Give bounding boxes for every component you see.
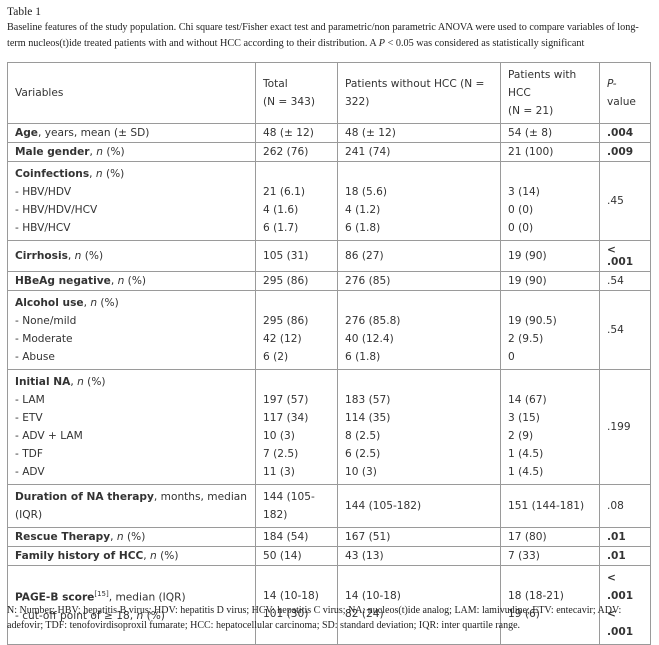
- cell-total: 21 (6.1) 4 (1.6) 6 (1.7): [255, 161, 338, 241]
- row-label-page-b-score: PAGE-B score[15], median (IQR) - cut-off…: [7, 565, 256, 645]
- cell-p-value: < .001 < .001: [599, 565, 651, 645]
- cell-total: 197 (57) 117 (34) 10 (3) 7 (2.5) 11 (3): [255, 369, 338, 485]
- cell-p-value: .45: [599, 161, 651, 241]
- table-title: Table 1: [7, 6, 42, 18]
- table-row: Family history of HCC, n (%) 50 (14) 43 …: [7, 546, 651, 566]
- cell-p-value: .004: [599, 123, 651, 143]
- table-caption: Table 1 Baseline features of the study p…: [7, 4, 655, 51]
- cell-without-hcc: 276 (85.8) 40 (12.4) 6 (1.8): [337, 290, 501, 370]
- table-row: Rescue Therapy, n (%) 184 (54) 167 (51) …: [7, 527, 651, 547]
- cell-without-hcc: 167 (51): [337, 527, 501, 547]
- cell-with-hcc: 19 (90): [500, 271, 600, 291]
- header-p-value: P-value: [599, 62, 651, 124]
- cell-p-value: .54: [599, 271, 651, 291]
- table-row: Age, years, mean (± SD) 48 (± 12) 48 (± …: [7, 123, 651, 143]
- cell-p-value: .009: [599, 142, 651, 162]
- cell-p-value: .01: [599, 546, 651, 566]
- row-label-rescue-therapy: Rescue Therapy, n (%): [7, 527, 256, 547]
- cell-total: 295 (86): [255, 271, 338, 291]
- cell-p-value: .199: [599, 369, 651, 485]
- cell-with-hcc: 18 (18-21) 19 (6): [500, 565, 600, 645]
- cell-with-hcc: 19 (90): [500, 240, 600, 272]
- cell-p-value: .01: [599, 527, 651, 547]
- row-label-alcohol-use: Alcohol use, n (%) - None/mild - Moderat…: [7, 290, 256, 370]
- baseline-features-table: Variables Total (N = 343) Patients withou…: [7, 62, 651, 645]
- cell-without-hcc: 241 (74): [337, 142, 501, 162]
- cell-total: 184 (54): [255, 527, 338, 547]
- cell-total: 105 (31): [255, 240, 338, 272]
- table-row: Initial NA, n (%) - LAM - ETV - ADV + LA…: [7, 369, 651, 485]
- header-with-hcc: Patients with HCC (N = 21): [500, 62, 600, 124]
- cell-without-hcc: 183 (57) 114 (35) 8 (2.5) 6 (2.5) 10 (3): [337, 369, 501, 485]
- cell-with-hcc: 21 (100): [500, 142, 600, 162]
- table-row: Duration of NA therapy, months, median (…: [7, 484, 651, 528]
- cell-with-hcc: 151 (144-181): [500, 484, 600, 528]
- cell-with-hcc: 19 (90.5) 2 (9.5) 0: [500, 290, 600, 370]
- row-label-coinfections: Coinfections, n (%) - HBV/HDV - HBV/HDV/…: [7, 161, 256, 241]
- cell-total: 144 (105- 182): [255, 484, 338, 528]
- cell-p-value: .08: [599, 484, 651, 528]
- header-variables: Variables: [7, 62, 256, 124]
- table-footnote: N: Number; HBV: hepatitis B virus; HDV: …: [7, 605, 622, 631]
- table-row: Alcohol use, n (%) - None/mild - Moderat…: [7, 290, 651, 370]
- header-without-hcc: Patients without HCC (N = 322): [337, 62, 501, 124]
- row-label-hbeag-negative: HBeAg negative, n (%): [7, 271, 256, 291]
- table-row: Male gender, n (%) 262 (76) 241 (74) 21 …: [7, 142, 651, 162]
- table-row: Cirrhosis, n (%) 105 (31) 86 (27) 19 (90…: [7, 240, 651, 272]
- cell-total: 48 (± 12): [255, 123, 338, 143]
- cell-without-hcc: 18 (5.6) 4 (1.2) 6 (1.8): [337, 161, 501, 241]
- cell-with-hcc: 54 (± 8): [500, 123, 600, 143]
- cell-with-hcc: 7 (33): [500, 546, 600, 566]
- cell-with-hcc: 14 (67) 3 (15) 2 (9) 1 (4.5) 1 (4.5): [500, 369, 600, 485]
- cell-without-hcc: 14 (10-18) 82 (24): [337, 565, 501, 645]
- row-label-age: Age, years, mean (± SD): [7, 123, 256, 143]
- cell-without-hcc: 276 (85): [337, 271, 501, 291]
- citation-ref[interactable]: [15]: [94, 590, 109, 599]
- row-label-duration-na-therapy: Duration of NA therapy, months, median (…: [7, 484, 256, 528]
- row-label-initial-na: Initial NA, n (%) - LAM - ETV - ADV + LA…: [7, 369, 256, 485]
- table-description: Baseline features of the study populatio…: [7, 22, 639, 49]
- cell-without-hcc: 43 (13): [337, 546, 501, 566]
- cell-with-hcc: 3 (14) 0 (0) 0 (0): [500, 161, 600, 241]
- cell-p-value: < .001: [599, 240, 651, 272]
- table-header-row: Variables Total (N = 343) Patients withou…: [7, 62, 651, 124]
- table-row: HBeAg negative, n (%) 295 (86) 276 (85) …: [7, 271, 651, 291]
- row-label-family-history: Family history of HCC, n (%): [7, 546, 256, 566]
- row-label-cirrhosis: Cirrhosis, n (%): [7, 240, 256, 272]
- cell-with-hcc: 17 (80): [500, 527, 600, 547]
- cell-total: 295 (86) 42 (12) 6 (2): [255, 290, 338, 370]
- cell-without-hcc: 48 (± 12): [337, 123, 501, 143]
- table-row: PAGE-B score[15], median (IQR) - cut-off…: [7, 565, 651, 645]
- cell-total: 14 (10-18) 101 (30): [255, 565, 338, 645]
- table-row: Coinfections, n (%) - HBV/HDV - HBV/HDV/…: [7, 161, 651, 241]
- cell-total: 50 (14): [255, 546, 338, 566]
- row-label-male-gender: Male gender, n (%): [7, 142, 256, 162]
- cell-p-value: .54: [599, 290, 651, 370]
- header-total: Total (N = 343): [255, 62, 338, 124]
- cell-without-hcc: 144 (105-182): [337, 484, 501, 528]
- cell-total: 262 (76): [255, 142, 338, 162]
- cell-without-hcc: 86 (27): [337, 240, 501, 272]
